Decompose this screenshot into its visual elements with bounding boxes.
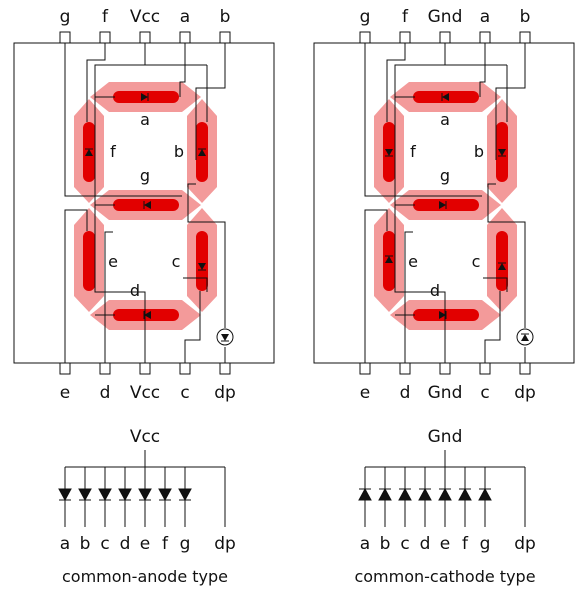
left-segment-c-core (196, 231, 208, 291)
right-schematic-diodes (358, 487, 492, 501)
right-top-pin-a: a (480, 7, 490, 27)
right-bottom-pin-c: c (480, 383, 489, 403)
right-panel: g f Gnd a b e d Gnd c dp a f b g e c d G… (313, 7, 575, 586)
left-label-f: f (110, 142, 116, 161)
left-label-g: g (140, 166, 150, 185)
left-bottom-pin-d: d (100, 383, 111, 403)
right-common-label: Gnd (428, 427, 463, 447)
left-bottom-pin-c: c (180, 383, 189, 403)
left-label-c: c (172, 252, 181, 271)
left-dp-dot (216, 328, 234, 346)
left-top-pin-labels: g f Vcc a b (60, 7, 231, 27)
right-caption: common-cathode type (354, 567, 535, 586)
left-bottom-pin-labels: e d Vcc c dp (60, 383, 236, 403)
right-label-a: a (440, 110, 450, 129)
left-wiring (64, 43, 226, 363)
right-label-b: b (474, 142, 484, 161)
right-top-pin-b: b (520, 7, 531, 27)
right-bus-g: g (480, 534, 491, 554)
left-bus-a: a (60, 534, 70, 554)
right-bus-d: d (420, 534, 431, 554)
left-bus-d: d (120, 534, 131, 554)
left-bottom-pin-vcc: Vcc (130, 383, 160, 403)
right-label-d: d (430, 281, 440, 300)
right-segment-c-core (496, 231, 508, 291)
left-segment-labels: a f b g e c d (108, 110, 184, 300)
right-wiring (364, 43, 526, 363)
left-top-pin-g: g (60, 7, 71, 27)
left-label-e: e (108, 252, 118, 271)
left-label-d: d (130, 281, 140, 300)
right-segment-labels: a f b g e c d (408, 110, 484, 300)
left-bus-dp: dp (214, 534, 236, 554)
right-label-f: f (410, 142, 416, 161)
right-pin-stubs (359, 31, 531, 375)
left-bus-g: g (180, 534, 191, 554)
left-top-pin-f: f (102, 7, 109, 27)
right-label-g: g (440, 166, 450, 185)
right-label-e: e (408, 252, 418, 271)
right-bottom-pin-gnd: Gnd (428, 383, 463, 403)
left-panel: g f Vcc a b e d Vcc c dp a f b g e c d V… (13, 7, 275, 586)
right-bottom-pin-e: e (360, 383, 370, 403)
right-top-pin-gnd: Gnd (428, 7, 463, 27)
right-bottom-pin-labels: e d Gnd c dp (360, 383, 536, 403)
right-top-pin-g: g (360, 7, 371, 27)
right-segment-diodes (385, 93, 506, 319)
right-bus-b: b (380, 534, 391, 554)
right-bus-a: a (360, 534, 370, 554)
left-top-pin-a: a (180, 7, 190, 27)
left-common-label: Vcc (130, 427, 160, 447)
left-bus-b: b (80, 534, 91, 554)
left-top-pin-vcc: Vcc (130, 7, 160, 27)
right-bottom-pin-d: d (400, 383, 411, 403)
left-caption: common-anode type (62, 567, 228, 586)
right-label-c: c (472, 252, 481, 271)
left-pin-stubs (59, 31, 231, 375)
left-top-pin-b: b (220, 7, 231, 27)
left-bottom-pin-dp: dp (214, 383, 236, 403)
right-bus-e: e (440, 534, 450, 554)
right-schematic: Gnd a b c d e f g dp (354, 427, 535, 586)
left-segments (74, 82, 217, 330)
left-label-b: b (174, 142, 184, 161)
right-dp-dot (516, 328, 534, 346)
left-bus-e: e (140, 534, 150, 554)
right-top-pin-labels: g f Gnd a b (360, 7, 531, 27)
right-bus-c: c (400, 534, 409, 554)
left-schematic: Vcc a b c d e f g dp (58, 427, 236, 586)
right-bus-f: f (462, 534, 469, 554)
left-bus-f: f (162, 534, 169, 554)
left-bus-c: c (100, 534, 109, 554)
right-top-pin-f: f (402, 7, 409, 27)
left-bottom-pin-e: e (60, 383, 70, 403)
left-segment-diodes (85, 93, 206, 319)
right-bottom-pin-dp: dp (514, 383, 536, 403)
left-label-a: a (140, 110, 150, 129)
right-bus-dp: dp (514, 534, 536, 554)
left-schematic-diodes (58, 488, 192, 502)
left-segment-e-core (83, 231, 95, 291)
